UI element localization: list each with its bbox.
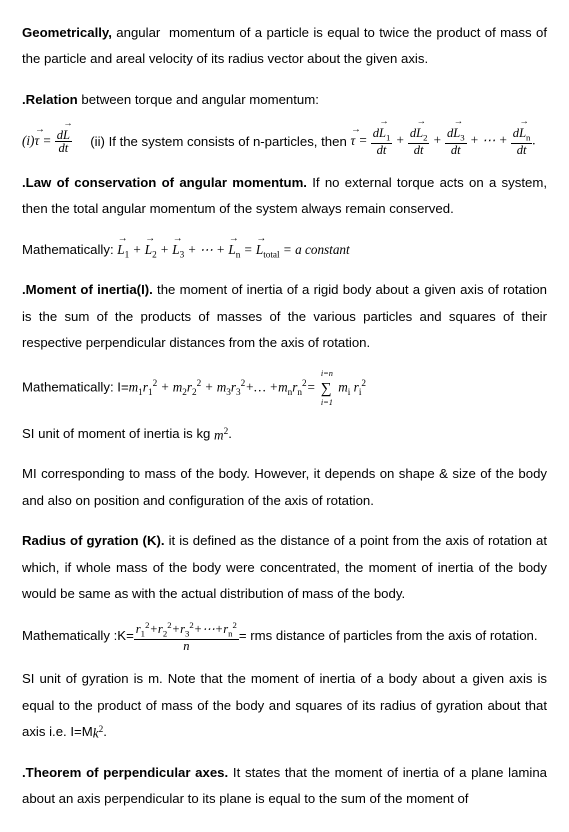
eq-gyration: Mathematically :K=r12+r22+r32+⋯+rn2n= rm…: [22, 621, 547, 652]
sigma: i=n∑i=1: [321, 370, 333, 406]
lead-bold: .Theorem of perpendicular axes.: [22, 765, 228, 780]
const: a constant: [295, 242, 350, 257]
para-perp-axes: .Theorem of perpendicular axes. It state…: [22, 760, 547, 813]
para-geometrically: Geometrically, angular momentum of a par…: [22, 20, 547, 73]
tau2: τ: [350, 133, 355, 148]
pre: Mathematically: I=: [22, 380, 129, 395]
para-si-inertia: SI unit of moment of inertia is kg m2.: [22, 421, 547, 447]
plus: +: [433, 133, 442, 148]
fracn: dLndt: [511, 127, 533, 156]
para-moment-inertia: .Moment of inertia(I). the moment of ine…: [22, 277, 547, 356]
mid-text: (ii) If the system consists of n-particl…: [76, 133, 347, 150]
dots: ⋯ +: [482, 133, 507, 148]
lead-bold: .Law of conservation of angular momentum…: [22, 175, 307, 190]
eq-conservation: Mathematically: L1 + L2 + L3 + ⋯ + Ln = …: [22, 237, 547, 263]
post: = rms distance of particles from the axi…: [239, 628, 538, 643]
frac3: dL3dt: [445, 127, 467, 156]
frac-K: r12+r22+r32+⋯+rn2n: [134, 621, 239, 652]
frac1: dL1dt: [371, 127, 393, 156]
lead-bold: .Relation: [22, 92, 78, 107]
text: MI corresponding to mass of the body. Ho…: [22, 466, 547, 507]
lead-bold: .Moment of inertia(I).: [22, 282, 153, 297]
plus: +: [470, 133, 479, 148]
plus: +: [396, 133, 405, 148]
lead-bold: Geometrically,: [22, 25, 112, 40]
frac2: dL2dt: [408, 127, 430, 156]
eq-torque: (i)τ = dLdt (ii) If the system consists …: [22, 127, 547, 156]
lead-bold: Radius of gyration (K).: [22, 533, 165, 548]
label: (i): [22, 133, 34, 148]
tau: τ: [34, 133, 39, 148]
text: between torque and angular momentum:: [81, 92, 319, 107]
para-conservation: .Law of conservation of angular momentum…: [22, 170, 547, 223]
para-si-gyration: SI unit of gyration is m. Note that the …: [22, 666, 547, 745]
frac-dL-dt: dLdt: [55, 129, 72, 155]
para-mi-depends: MI corresponding to mass of the body. Ho…: [22, 461, 547, 514]
text: SI unit of moment of inertia is kg: [22, 426, 214, 441]
para-relation: .Relation between torque and angular mom…: [22, 87, 547, 113]
pre: Mathematically :K=: [22, 628, 134, 643]
pre: Mathematically:: [22, 242, 117, 257]
eq-inertia: Mathematically: I=m1r12 + m2r22 + m3r32+…: [22, 370, 547, 406]
para-gyration: Radius of gyration (K). it is defined as…: [22, 528, 547, 607]
dot: .: [532, 133, 535, 148]
